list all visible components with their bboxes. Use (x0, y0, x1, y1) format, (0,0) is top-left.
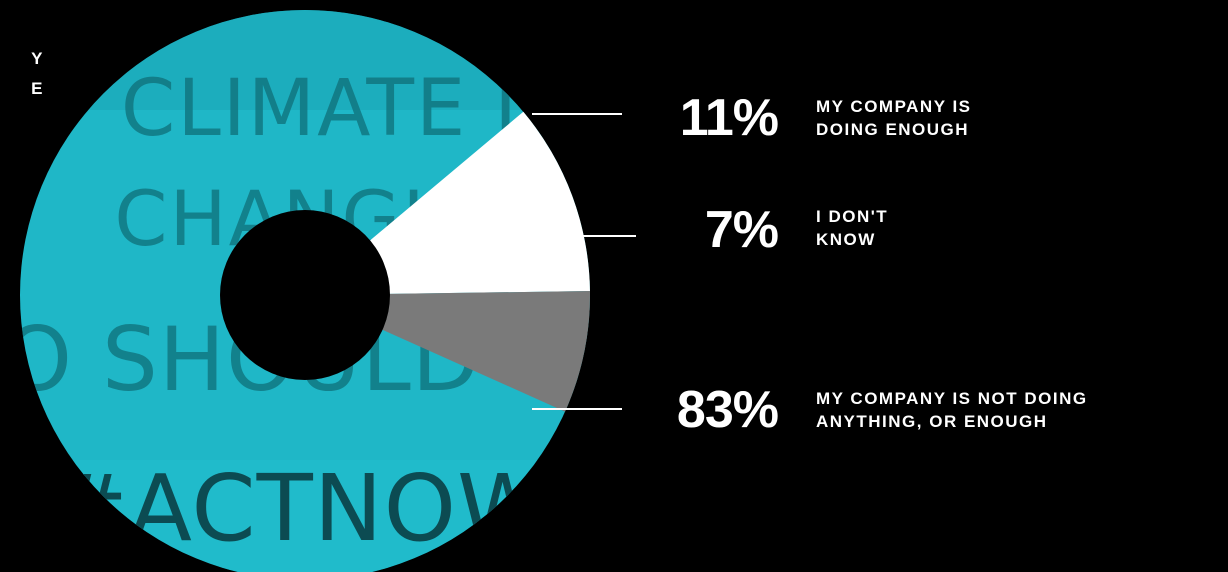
sign-text-line-4: #ACTNOW (51, 455, 549, 562)
donut-hole (220, 210, 390, 380)
slice-label-1-line-2: DOING ENOUGH (816, 120, 970, 139)
side-text-line-2: E (31, 79, 44, 98)
slice-label-3-line-1: MY COMPANY IS NOT DOING (816, 389, 1088, 408)
cropped-side-text: Y E (0, 44, 44, 104)
slice-label-2-line-2: KNOW (816, 230, 876, 249)
slice-percent-3: 83% (676, 381, 779, 439)
sign-text-line-1: CLIMATE I (121, 64, 519, 154)
side-text-line-1: Y (31, 49, 44, 68)
slice-label-2: I DON'T KNOW (816, 205, 888, 251)
slice-label-2-line-1: I DON'T (816, 207, 889, 226)
slice-label-3: MY COMPANY IS NOT DOING ANYTHING, OR ENOU… (816, 387, 1088, 433)
slice-percent-1: 11% (679, 89, 779, 147)
slice-label-1: MY COMPANY IS DOING ENOUGH (816, 95, 972, 141)
slice-percent-2: 7% (704, 201, 779, 259)
slice-label-1-line-1: MY COMPANY IS (816, 97, 972, 116)
slice-label-3-line-2: ANYTHING, OR ENOUGH (816, 412, 1048, 431)
